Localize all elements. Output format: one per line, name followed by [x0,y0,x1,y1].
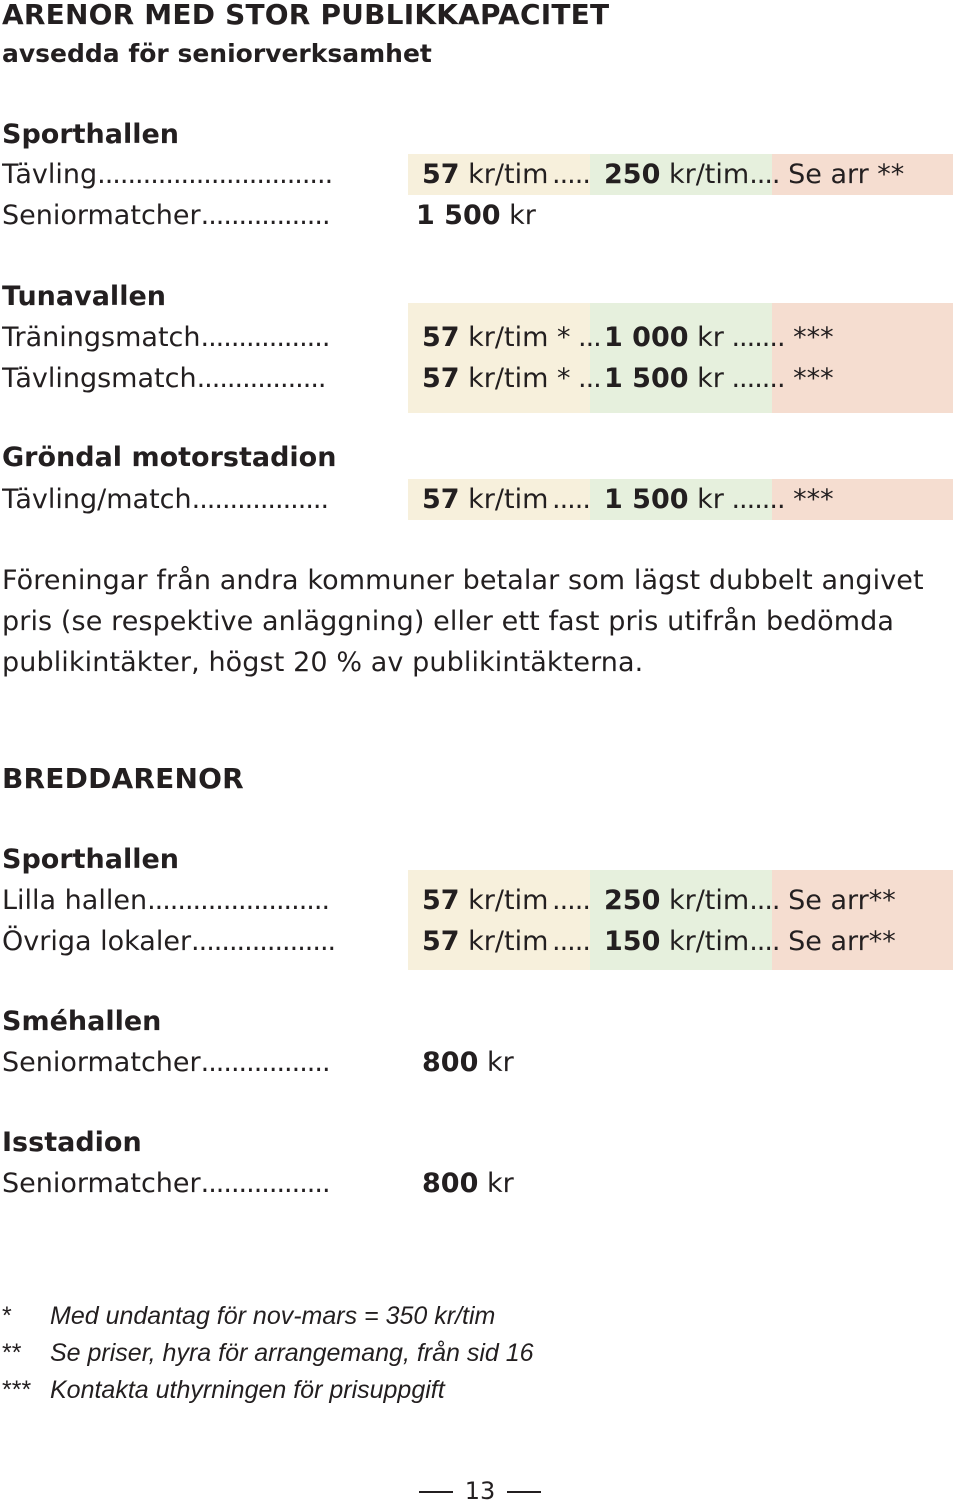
price-cell-bg [590,870,772,970]
price-cell-bg [772,154,953,195]
price-cell-bg [408,479,590,520]
price-value-2: 1 500 kr ....... *** [604,484,834,515]
price-cell-bg [772,479,953,520]
price-value-2: 250 kr/tim.... Se arr** [604,885,896,916]
price-dots: ..... [552,484,590,515]
page-number-rule [507,1491,542,1493]
venue-title-sporthallen-bredd: Sporthallen [2,844,180,875]
row-label: Övriga lokaler................... [2,926,336,957]
footnote: ** Se priser, hyra för arrangemang, från … [2,1339,534,1367]
venue-title-smehallen: Sméhallen [2,1006,162,1037]
row-label: Lilla hallen........................ [2,885,330,916]
row-label: Seniormatcher................. [2,1168,331,1199]
venue-title-tunavallen: Tunavallen [2,281,166,312]
price-value-2: 150 kr/tim.... Se arr** [604,926,896,957]
price-value-1: 57 kr/tim [422,484,549,515]
price-dots: ... [578,322,601,353]
venue-title-grondal: Gröndal motorstadion [2,442,337,473]
price-value-1: 57 kr/tim [422,159,549,190]
section-heading-breddarenor: BREDDARENOR [2,762,244,795]
price-row-smehallen-seniormatcher: Seniormatcher................. 800 kr [0,1042,960,1083]
page-number: 13 [0,1474,960,1508]
price-dots: ..... [552,159,590,190]
price-value-1: 57 kr/tim [422,926,549,957]
row-label: Tävling/match.................. [2,484,329,515]
price-value-1: 800 kr [422,1047,514,1078]
row-label: Seniormatcher................. [2,1047,331,1078]
price-value-1: 57 kr/tim [422,885,549,916]
price-cell-bg [772,303,953,413]
price-value-2: 250 kr/tim.... Se arr ** [604,159,905,190]
price-row-tavlingsmatch: Tävlingsmatch................. 57 kr/tim… [0,358,960,399]
price-row-ovriga-lokaler: Övriga lokaler................... 57 kr/… [0,921,960,962]
price-cell-bg [408,154,590,195]
price-value-1: 57 kr/tim * [422,322,571,353]
price-row-isstadion-seniormatcher: Seniormatcher................. 800 kr [0,1163,960,1204]
price-cell-bg [590,479,772,520]
price-value-2: 1 500 kr ....... *** [604,363,834,394]
section-subheading: avsedda för seniorverksamhet [2,39,432,68]
page-number-rule [418,1491,453,1493]
venue-title-sporthallen: Sporthallen [2,119,180,150]
footnote: *** Kontakta uthyrningen för prisuppgift [2,1376,445,1404]
venue-title-isstadion: Isstadion [2,1127,142,1158]
price-cell-bg [590,303,772,413]
price-row-traningsmatch: Träningsmatch................. 57 kr/tim… [0,317,960,358]
price-cell-bg [772,870,953,970]
info-paragraph: Föreningar från andra kommuner betalar s… [2,565,924,678]
price-cell-bg [590,154,772,195]
row-label: Seniormatcher................. [2,200,331,231]
price-value-1: 1 500 kr [416,200,536,231]
price-dots: ... [578,363,601,394]
price-row-lilla-hallen: Lilla hallen........................ 57 … [0,880,960,921]
price-dots: ..... [552,926,590,957]
price-row-tavling-match: Tävling/match.................. 57 kr/ti… [0,479,960,520]
price-cell-bg [408,303,590,413]
price-value-1: 57 kr/tim * [422,363,571,394]
row-label: Tävlingsmatch................. [2,363,326,394]
price-bg-block [0,870,960,970]
row-label: Tävling............................... [2,159,333,190]
price-row-tavling: Tävling............................... 5… [0,154,960,195]
price-row-seniormatcher: Seniormatcher................. 1 500 kr [0,195,960,236]
price-cell-bg [408,870,590,970]
row-label: Träningsmatch................. [2,322,330,353]
footnote: * Med undantag för nov-mars = 350 kr/tim [2,1302,496,1330]
price-value-2: 1 000 kr ....... *** [604,322,834,353]
section-heading-arenor: ARENOR MED STOR PUBLIKKAPACITET [2,0,610,31]
price-bg-block [0,303,960,413]
price-dots: ..... [552,885,590,916]
price-value-1: 800 kr [422,1168,514,1199]
